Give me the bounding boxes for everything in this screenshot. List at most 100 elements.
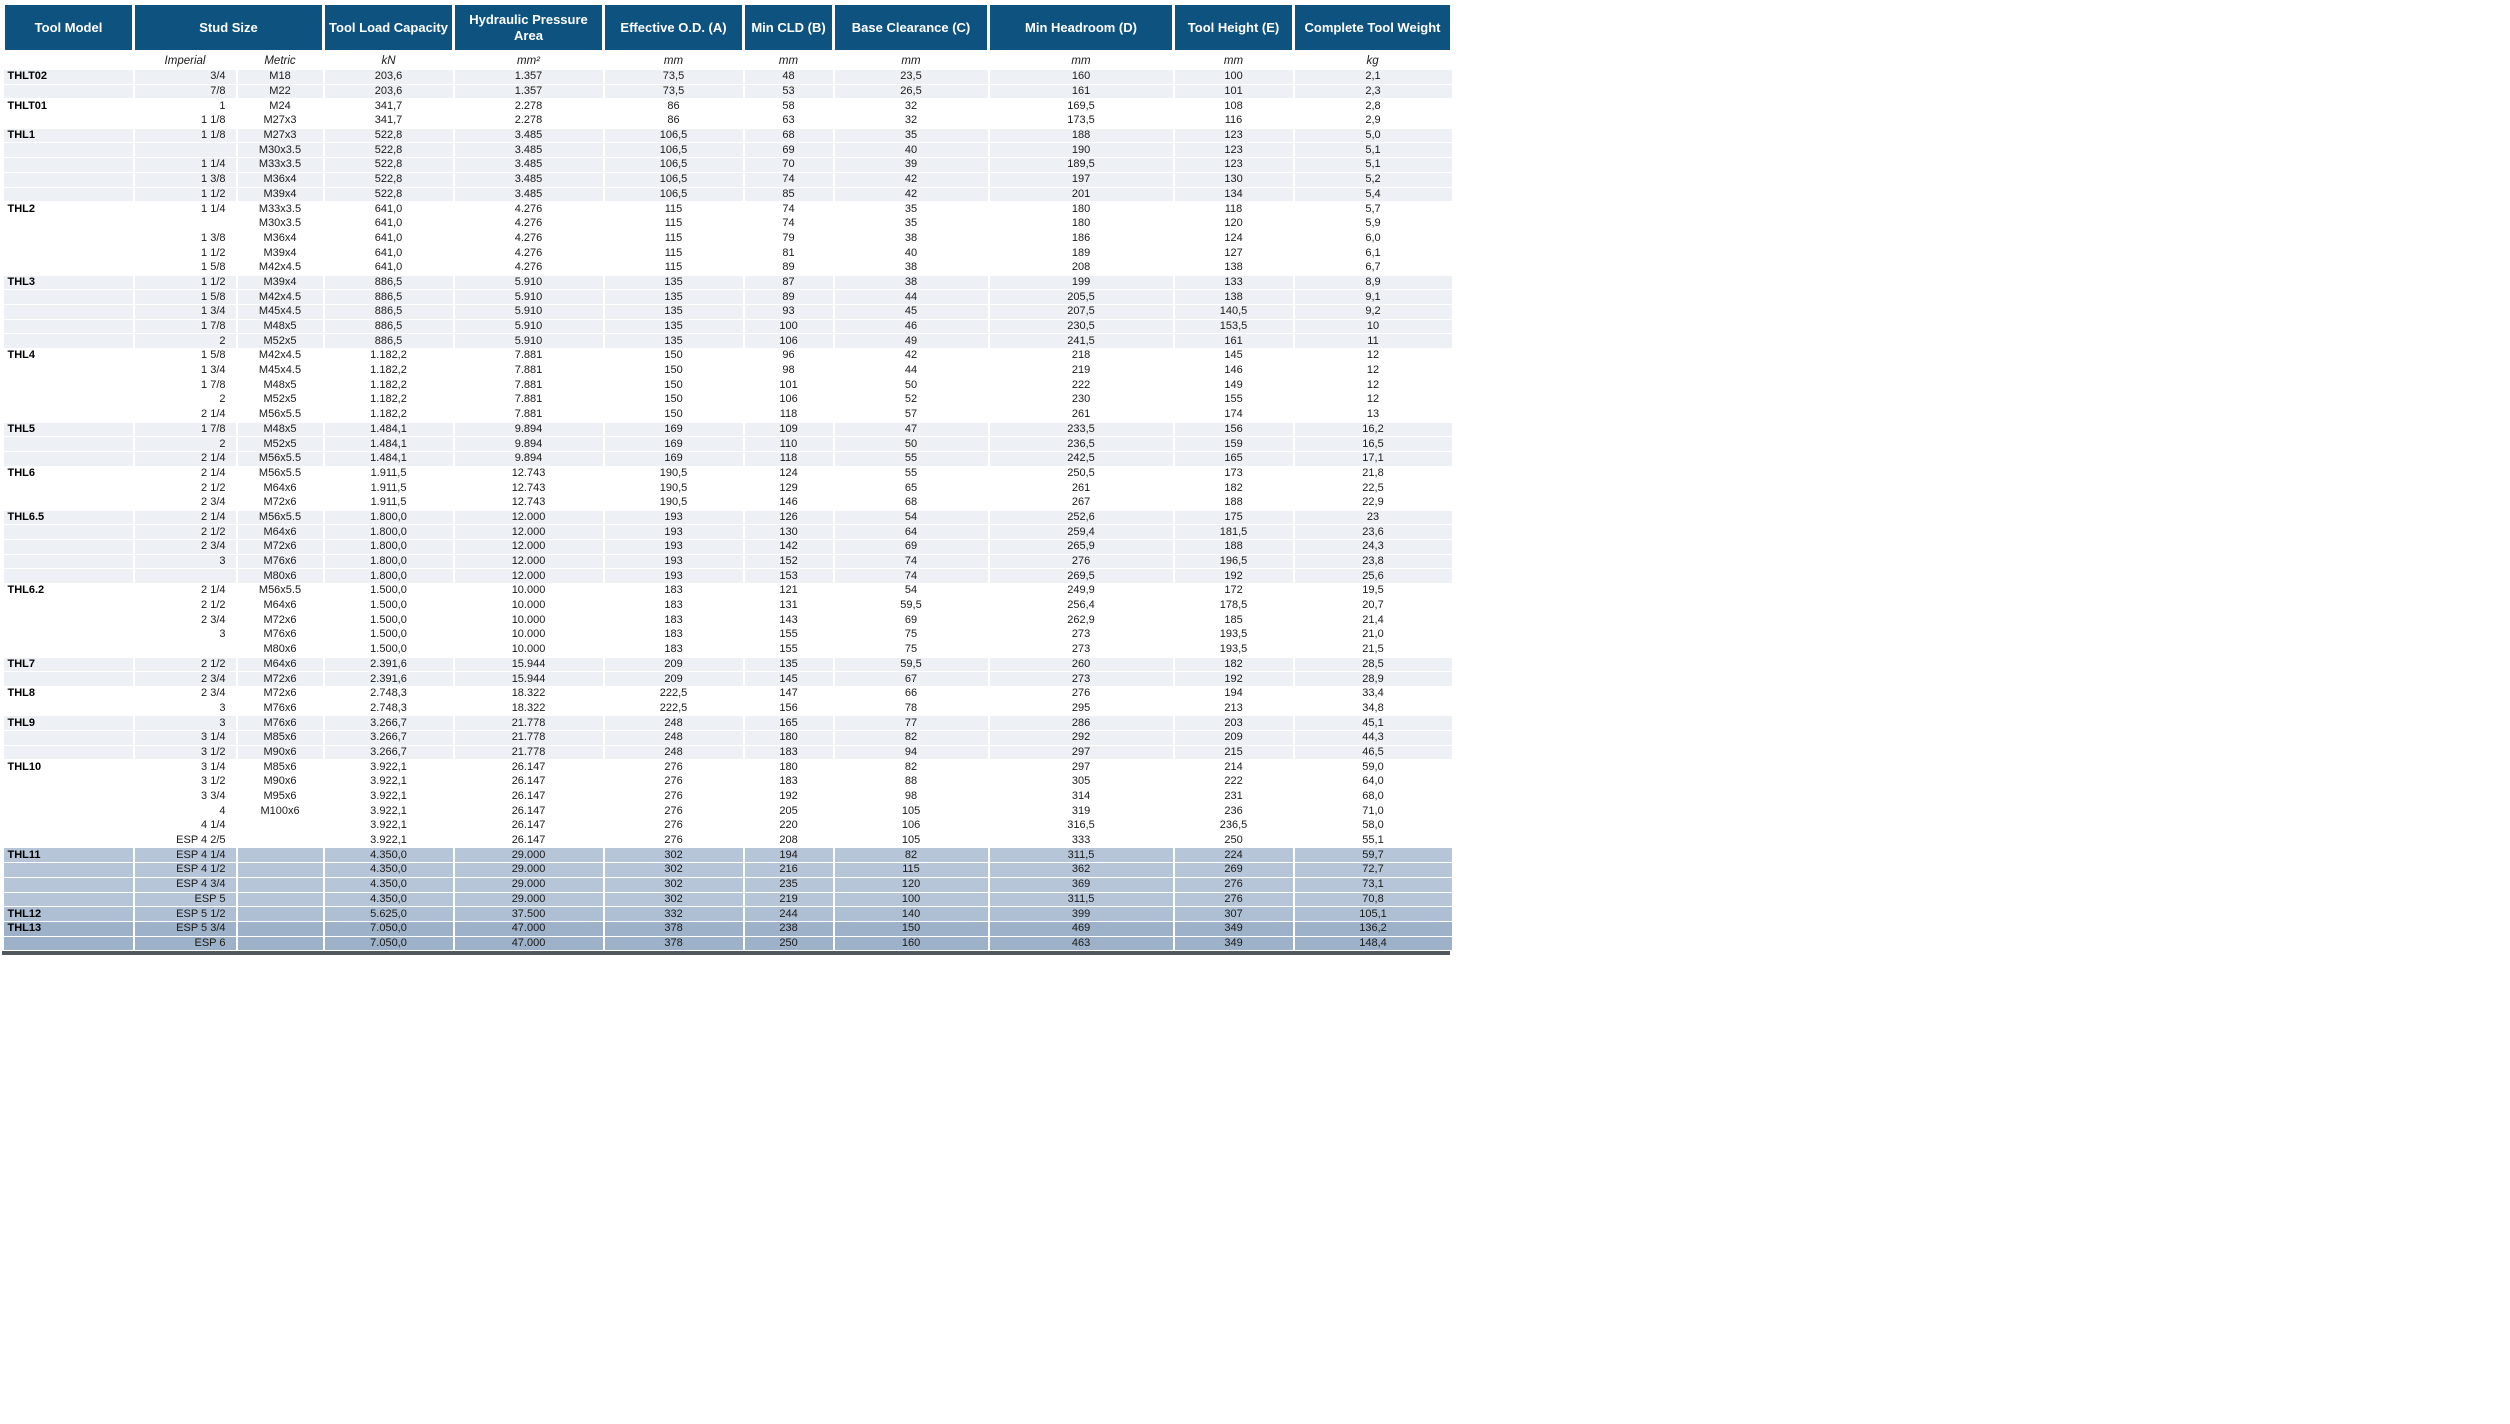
cell-min-cld: 235 bbox=[743, 877, 835, 893]
cell-effective-od: 106,5 bbox=[603, 128, 745, 144]
cell-tool-height: 173 bbox=[1173, 466, 1295, 482]
cell-base-clearance: 42 bbox=[833, 187, 990, 203]
cell-tool-load: 1.911,5 bbox=[323, 495, 455, 511]
cell-base-clearance: 82 bbox=[833, 759, 990, 775]
table-row: 2 1/2 M64x6 1.911,5 12.743 190,5 129 65 261 182 2… bbox=[3, 480, 1452, 496]
table-row: THL6.5 2 1/4 M56x5.5 1.800,0 12.000 193 126 54 2… bbox=[3, 510, 1452, 526]
cell-imperial: ESP 4 3/4 bbox=[133, 877, 238, 893]
table-row: 2 M52x5 886,5 5.910 135 106 49 241,5 161 11 bbox=[3, 333, 1452, 350]
cell-imperial: 2 1/2 bbox=[133, 480, 238, 496]
table-row: 3 M76x6 1.500,0 10.000 183 155 75 273 193,5 21,0 bbox=[3, 627, 1452, 643]
cell-base-clearance: 46 bbox=[833, 319, 990, 335]
cell-tool-load: 3.922,1 bbox=[323, 833, 455, 849]
cell-tool-model bbox=[3, 333, 135, 350]
cell-tool-height: 349 bbox=[1173, 936, 1295, 952]
cell-min-headroom: 261 bbox=[988, 480, 1175, 496]
cell-min-cld: 121 bbox=[743, 583, 835, 599]
cell-tool-model bbox=[3, 260, 135, 276]
cell-tool-load: 886,5 bbox=[323, 333, 455, 350]
cell-effective-od: 183 bbox=[603, 642, 745, 658]
cell-hydraulic-area: 4.276 bbox=[453, 231, 605, 247]
cell-effective-od: 169 bbox=[603, 422, 745, 438]
cell-min-headroom: 160 bbox=[988, 69, 1175, 85]
cell-base-clearance: 69 bbox=[833, 612, 990, 629]
cell-tool-load: 641,0 bbox=[323, 245, 455, 261]
cell-hydraulic-area: 7.881 bbox=[453, 363, 605, 379]
cell-min-headroom: 250,5 bbox=[988, 466, 1175, 482]
cell-tool-height: 118 bbox=[1173, 201, 1295, 217]
cell-effective-od: 115 bbox=[603, 201, 745, 217]
cell-hydraulic-area: 5.910 bbox=[453, 333, 605, 350]
table-row: 1 1/2 M39x4 641,0 4.276 115 81 40 189 127 6,1 bbox=[3, 245, 1452, 261]
cell-tool-model: THL6.5 bbox=[3, 510, 135, 526]
cell-tool-height: 224 bbox=[1173, 847, 1295, 864]
table-row: THL3 1 1/2 M39x4 886,5 5.910 135 87 38 199 133 8,9 bbox=[3, 275, 1452, 291]
cell-metric bbox=[236, 818, 325, 834]
cell-imperial: 3 1/2 bbox=[133, 745, 238, 761]
cell-effective-od: 115 bbox=[603, 231, 745, 247]
cell-metric: M39x4 bbox=[236, 187, 325, 203]
cell-base-clearance: 45 bbox=[833, 304, 990, 320]
cell-base-clearance: 55 bbox=[833, 451, 990, 467]
cell-metric: M48x5 bbox=[236, 319, 325, 335]
cell-base-clearance: 50 bbox=[833, 377, 990, 394]
cell-hydraulic-area: 2.278 bbox=[453, 98, 605, 115]
cell-effective-od: 106,5 bbox=[603, 142, 745, 159]
cell-effective-od: 193 bbox=[603, 524, 745, 540]
cell-min-headroom: 295 bbox=[988, 701, 1175, 717]
cell-min-cld: 220 bbox=[743, 818, 835, 834]
cell-weight: 136,2 bbox=[1293, 921, 1452, 937]
cell-weight: 33,4 bbox=[1293, 686, 1452, 702]
cell-hydraulic-area: 21.778 bbox=[453, 715, 605, 731]
table-row: THL7 2 1/2 M64x6 2.391,6 15.944 209 135 59,5 260… bbox=[3, 657, 1452, 673]
cell-tool-height: 155 bbox=[1173, 392, 1295, 408]
cell-weight: 5,1 bbox=[1293, 157, 1452, 173]
cell-weight: 59,7 bbox=[1293, 847, 1452, 864]
cell-tool-model bbox=[3, 231, 135, 247]
cell-min-cld: 180 bbox=[743, 759, 835, 775]
cell-base-clearance: 54 bbox=[833, 583, 990, 599]
table-row: THLT01 1 M24 341,7 2.278 86 58 32 169,5 108 2,8 bbox=[3, 98, 1452, 115]
cell-tool-height: 194 bbox=[1173, 686, 1295, 702]
cell-tool-model bbox=[3, 862, 135, 878]
cell-tool-model bbox=[3, 833, 135, 849]
cell-weight: 59,0 bbox=[1293, 759, 1452, 775]
cell-base-clearance: 42 bbox=[833, 348, 990, 364]
cell-weight: 23 bbox=[1293, 510, 1452, 526]
cell-tool-height: 236,5 bbox=[1173, 818, 1295, 834]
cell-effective-od: 248 bbox=[603, 730, 745, 746]
cell-min-cld: 126 bbox=[743, 510, 835, 526]
cell-imperial: 2 bbox=[133, 333, 238, 350]
cell-tool-model bbox=[3, 113, 135, 129]
cell-min-cld: 79 bbox=[743, 231, 835, 247]
cell-tool-height: 181,5 bbox=[1173, 524, 1295, 540]
cell-metric: M72x6 bbox=[236, 539, 325, 555]
cell-tool-height: 178,5 bbox=[1173, 598, 1295, 614]
cell-imperial: 2 1/2 bbox=[133, 657, 238, 673]
cell-weight: 5,7 bbox=[1293, 201, 1452, 217]
table-row: THL8 2 3/4 M72x6 2.748,3 18.322 222,5 147 66 276… bbox=[3, 686, 1452, 702]
table-row: THL9 3 M76x6 3.266,7 21.778 248 165 77 286 203 45,… bbox=[3, 715, 1452, 731]
cell-min-cld: 81 bbox=[743, 245, 835, 261]
cell-min-cld: 143 bbox=[743, 612, 835, 629]
cell-min-headroom: 208 bbox=[988, 260, 1175, 276]
cell-base-clearance: 64 bbox=[833, 524, 990, 540]
cell-imperial: ESP 5 bbox=[133, 892, 238, 908]
table-row: ESP 4 3/4 4.350,0 29.000 302 235 120 369 276 73,… bbox=[3, 877, 1452, 893]
cell-imperial: 2 3/4 bbox=[133, 495, 238, 511]
cell-tool-model: THL6 bbox=[3, 466, 135, 482]
cell-base-clearance: 77 bbox=[833, 715, 990, 731]
cell-base-clearance: 67 bbox=[833, 671, 990, 687]
cell-tool-model bbox=[3, 627, 135, 643]
cell-tool-load: 5.625,0 bbox=[323, 906, 455, 922]
cell-metric: M56x5.5 bbox=[236, 451, 325, 467]
cell-tool-height: 276 bbox=[1173, 877, 1295, 893]
cell-min-cld: 74 bbox=[743, 201, 835, 217]
cell-min-headroom: 236,5 bbox=[988, 436, 1175, 452]
cell-tool-load: 3.266,7 bbox=[323, 745, 455, 761]
cell-tool-model bbox=[3, 172, 135, 188]
cell-base-clearance: 42 bbox=[833, 172, 990, 188]
table-row: M80x6 1.500,0 10.000 183 155 75 273 193,5 21,5 bbox=[3, 642, 1452, 658]
cell-tool-model bbox=[3, 554, 135, 570]
cell-base-clearance: 98 bbox=[833, 789, 990, 805]
